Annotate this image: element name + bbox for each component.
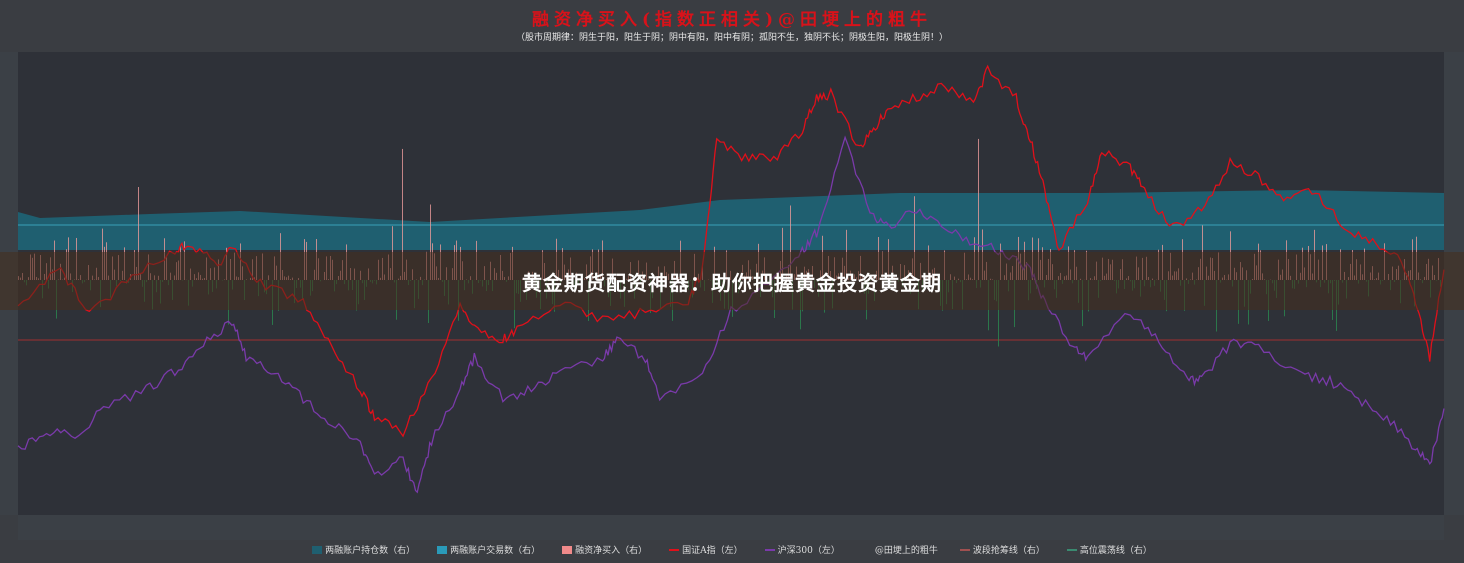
legend-swatch: [861, 545, 872, 554]
overlay-banner: 黄金期货配资神器：助你把握黄金投资黄金期: [0, 252, 1464, 310]
legend-swatch: [437, 545, 448, 554]
legend-item[interactable]: 波段抢筹线（右）: [959, 543, 1045, 556]
net-buy-bar: [138, 187, 139, 280]
legend-label: 两融账户交易数（右）: [450, 546, 541, 556]
legend-swatch: [312, 545, 323, 554]
legend-item[interactable]: @田埂上的粗牛: [861, 543, 938, 556]
legend-item[interactable]: 国证A指（左）: [669, 543, 743, 556]
legend-label: 高位震荡线（右）: [1079, 546, 1152, 556]
net-buy-bar: [430, 204, 431, 280]
net-buy-bar: [790, 205, 791, 280]
legend-item[interactable]: 融资净买入（右）: [562, 543, 647, 556]
legend-label: 两融账户持仓数（右）: [325, 546, 416, 556]
legend-swatch: [1066, 548, 1077, 551]
chart-subtitle: （股市周期律：阴生于阳，阳生于阴；阴中有阳，阳中有阴；孤阳不生，独阴不长；阴极生…: [515, 33, 948, 43]
legend-swatch: [764, 548, 775, 551]
legend-label: 沪深300（左）: [777, 546, 840, 556]
legend: 两融账户持仓数（右） 两融账户交易数（右） 融资净买入（右） 国证A指（左） 沪深300…: [0, 543, 1464, 556]
net-buy-bar: [402, 148, 403, 280]
legend-label: 国证A指（左）: [682, 546, 743, 556]
legend-item[interactable]: 两融账户交易数（右）: [437, 543, 540, 556]
x-axis: [18, 515, 1444, 540]
legend-label: 波段抢筹线（右）: [972, 546, 1045, 556]
series-line-0: [17, 64, 1445, 438]
legend-item[interactable]: 高位震荡线（右）: [1066, 543, 1152, 556]
net-buy-bar: [914, 196, 915, 280]
legend-swatch: [562, 545, 573, 554]
banner-text: 黄金期货配资神器：助你把握黄金投资黄金期: [522, 270, 942, 295]
legend-label: 融资净买入（右）: [575, 546, 648, 556]
legend-item[interactable]: 沪深300（左）: [764, 543, 840, 556]
legend-label: @田埂上的粗牛: [874, 546, 938, 556]
chart-title: 融资净买入(指数正相关)@田埂上的粗牛: [531, 10, 933, 30]
legend-item[interactable]: 两融账户持仓数（右）: [312, 543, 415, 556]
net-buy-bar: [978, 138, 979, 280]
net-buy-bar: [998, 280, 999, 347]
legend-swatch: [669, 548, 680, 551]
legend-swatch: [959, 548, 970, 551]
